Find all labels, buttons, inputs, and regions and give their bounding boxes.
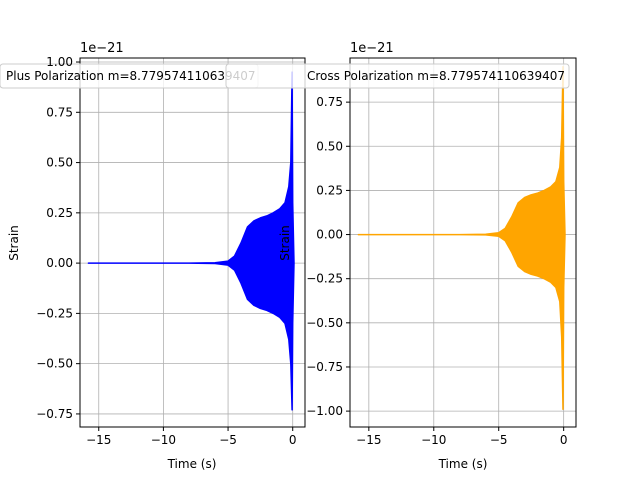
cross-x-tick-label: 0 [560, 433, 568, 447]
cross-axes-frame [349, 57, 577, 428]
plus-x-tick-label: −15 [86, 433, 111, 447]
plus-y-tick-label: −0.25 [36, 306, 73, 320]
cross-polarization-panel: 1e−21 Time (s) Strain Cross Polarization… [225, 41, 577, 471]
plus-offset-text: 1e−21 [80, 41, 124, 56]
cross-strain-series [357, 66, 566, 411]
plus-y-tick-label: 0.25 [46, 206, 73, 220]
plus-axes-frame [79, 57, 306, 428]
cross-y-tick-label: −0.50 [306, 316, 343, 330]
cross-y-tick-label: 0.75 [316, 95, 343, 109]
plus-legend: Plus Polarization m=8.779574110639407 [0, 63, 259, 89]
plus-y-tick-label: 1.00 [46, 55, 73, 69]
cross-offset-text: 1e−21 [350, 41, 394, 56]
cross-legend-box [225, 63, 570, 89]
plus-strain-series [87, 71, 295, 411]
cross-legend-label: Cross Polarization m=8.779574110639407 [307, 69, 565, 83]
plus-x-axis-label: Time (s) [167, 457, 217, 471]
plus-y-tick-label: 0.50 [46, 156, 73, 170]
cross-x-tick-label: −5 [490, 433, 508, 447]
cross-x-axis-label: Time (s) [438, 457, 488, 471]
plus-x-tick-label: 0 [289, 433, 297, 447]
cross-x-tick-label: −15 [356, 433, 381, 447]
cross-y-tick-label: 0.00 [316, 228, 343, 242]
plus-y-axis-label: Strain [7, 225, 21, 261]
plus-legend-label: Plus Polarization m=8.779574110639407 [6, 69, 256, 83]
plus-polarization-panel: 1e−21 Time (s) Strain Plus Polarization … [0, 41, 306, 471]
plus-y-tick-label: 0.75 [46, 105, 73, 119]
cross-y-tick-label: 0.50 [316, 139, 343, 153]
cross-y-tick-label: −0.75 [306, 360, 343, 374]
plus-y-tick-label: −0.50 [36, 357, 73, 371]
cross-y-axis-label: Strain [278, 225, 292, 261]
cross-legend: Cross Polarization m=8.779574110639407 [225, 63, 570, 89]
cross-y-tick-label: −1.00 [306, 404, 343, 418]
plus-y-tick-label: −0.75 [36, 407, 73, 421]
plus-y-tick-label: 0.00 [46, 256, 73, 270]
cross-x-tick-label: −10 [421, 433, 446, 447]
plus-x-tick-label: −10 [151, 433, 176, 447]
plus-x-tick-label: −5 [219, 433, 237, 447]
cross-y-tick-label: 0.25 [316, 183, 343, 197]
cross-y-tick-label: −0.25 [306, 272, 343, 286]
